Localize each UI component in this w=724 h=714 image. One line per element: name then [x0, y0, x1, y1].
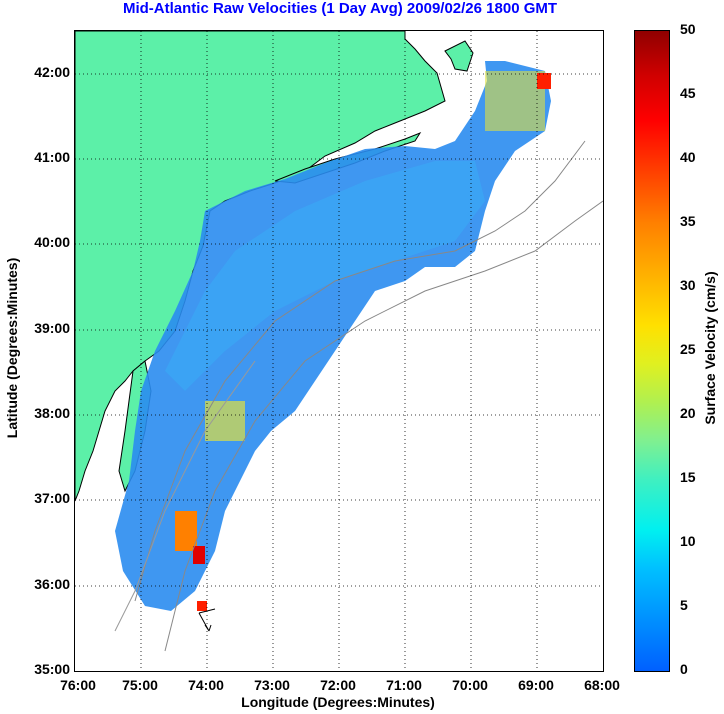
bathymetry-contour — [164, 200, 603, 652]
colorbar-tick: 25 — [680, 341, 696, 357]
lat-tick: 35:00 — [34, 661, 70, 677]
lat-tick: 36:00 — [34, 576, 70, 592]
lat-tick: 40:00 — [34, 234, 70, 250]
colorbar-tick: 40 — [680, 149, 696, 165]
lon-tick: 74:00 — [188, 677, 224, 693]
map-canvas — [75, 31, 603, 671]
lat-tick: 41:00 — [34, 149, 70, 165]
lat-tick: 39:00 — [34, 320, 70, 336]
colorbar-tick: 0 — [680, 661, 688, 677]
map-panel[interactable] — [74, 30, 604, 672]
colorbar-tick: 35 — [680, 213, 696, 229]
velocity-hotspot-ridge — [205, 401, 245, 441]
velocity-hotspot-south-red — [193, 546, 205, 564]
velocity-hotspot-south — [175, 511, 197, 551]
colorbar-tick: 15 — [680, 469, 696, 485]
bathymetry-contour — [134, 140, 586, 602]
x-axis-label: Longitude (Degrees:Minutes) — [241, 694, 435, 710]
velocity-hotspot-small — [197, 601, 207, 611]
lat-tick: 38:00 — [34, 405, 70, 421]
velocity-hotspot-cape — [537, 73, 551, 89]
colorbar-tick: 5 — [680, 597, 688, 613]
colorbar-tick: 50 — [680, 21, 696, 37]
lon-tick: 73:00 — [254, 677, 290, 693]
velocity-hotspot-north — [485, 71, 545, 131]
lon-tick: 69:00 — [518, 677, 554, 693]
map-title: Mid-Atlantic Raw Velocities (1 Day Avg) … — [122, 0, 558, 17]
lat-tick: 37:00 — [34, 490, 70, 506]
lon-tick: 68:00 — [584, 677, 620, 693]
lon-tick: 72:00 — [320, 677, 356, 693]
colorbar — [634, 30, 670, 672]
lat-tick: 42:00 — [34, 64, 70, 80]
bathymetry-contour — [114, 360, 256, 632]
reference-vector-icon — [198, 608, 216, 632]
colorbar-label: Surface Velocity (cm/s) — [702, 271, 718, 425]
map-grid — [75, 31, 603, 671]
colorbar-tick: 45 — [680, 85, 696, 101]
cape-cod — [444, 40, 474, 72]
colorbar-tick: 30 — [680, 277, 696, 293]
velocity-field-light — [165, 161, 485, 391]
colorbar-tick: 20 — [680, 405, 696, 421]
lon-tick: 71:00 — [386, 677, 422, 693]
lon-tick: 70:00 — [452, 677, 488, 693]
lon-tick: 76:00 — [60, 677, 96, 693]
y-axis-label: Latitude (Degrees:Minutes) — [4, 257, 20, 439]
colorbar-tick: 10 — [680, 533, 696, 549]
lon-tick: 75:00 — [122, 677, 158, 693]
